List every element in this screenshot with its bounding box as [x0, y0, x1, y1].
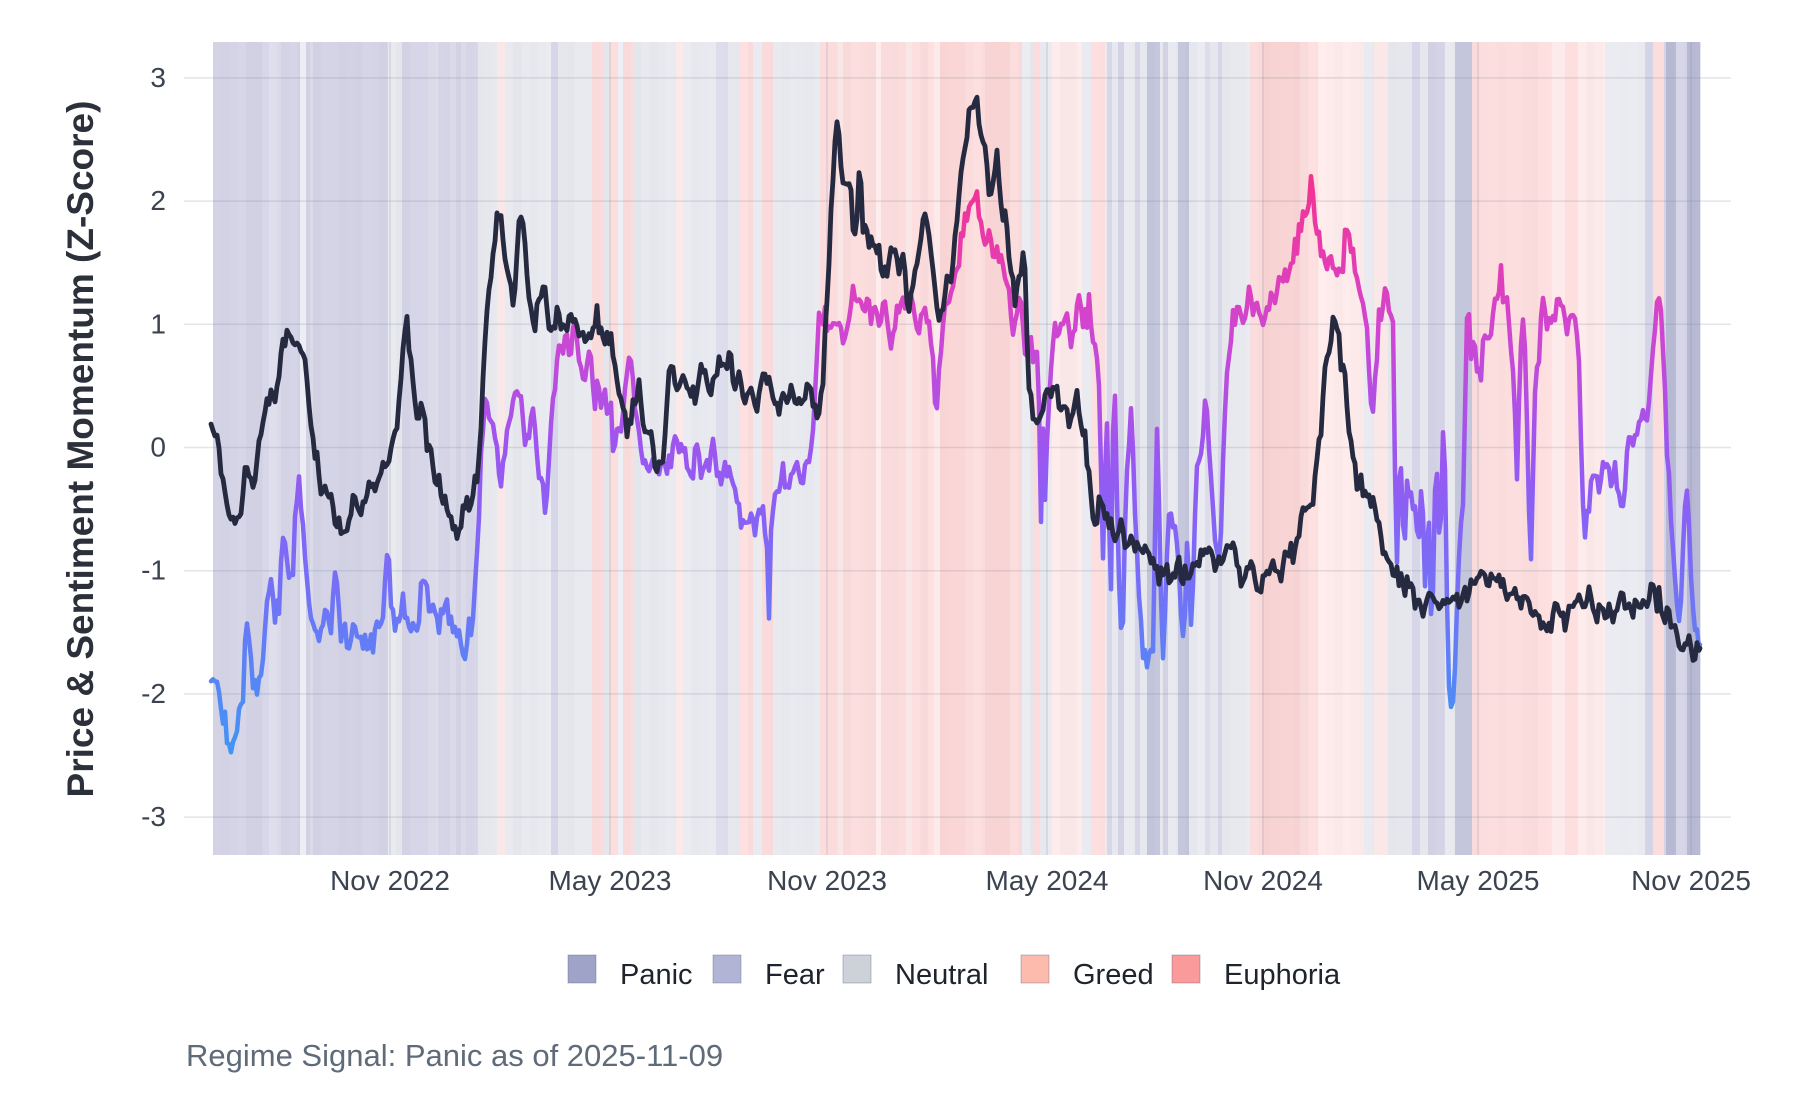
svg-text:Fear: Fear — [765, 959, 825, 991]
svg-text:Price & Sentiment Momentum (Z-: Price & Sentiment Momentum (Z-Score) — [60, 101, 101, 798]
svg-text:Nov 2022: Nov 2022 — [330, 865, 450, 896]
svg-text:Nov 2025: Nov 2025 — [1631, 865, 1751, 896]
svg-text:May 2025: May 2025 — [1417, 865, 1540, 896]
svg-text:3: 3 — [150, 62, 166, 93]
svg-text:-3: -3 — [141, 801, 166, 832]
svg-text:2: 2 — [150, 185, 166, 216]
svg-text:Euphoria: Euphoria — [1224, 959, 1341, 991]
svg-text:Regime Signal: Panic as of 202: Regime Signal: Panic as of 2025-11-09 — [186, 1038, 723, 1073]
svg-text:0: 0 — [150, 432, 166, 463]
svg-text:-1: -1 — [141, 555, 166, 586]
svg-text:Nov 2024: Nov 2024 — [1203, 865, 1323, 896]
svg-text:May 2023: May 2023 — [549, 865, 672, 896]
svg-text:Panic: Panic — [620, 959, 693, 991]
svg-text:1: 1 — [150, 308, 166, 339]
svg-text:Nov 2023: Nov 2023 — [767, 865, 887, 896]
svg-text:May 2024: May 2024 — [986, 865, 1109, 896]
svg-text:Neutral: Neutral — [895, 959, 989, 991]
svg-text:Greed: Greed — [1073, 959, 1154, 991]
svg-text:-2: -2 — [141, 678, 166, 709]
